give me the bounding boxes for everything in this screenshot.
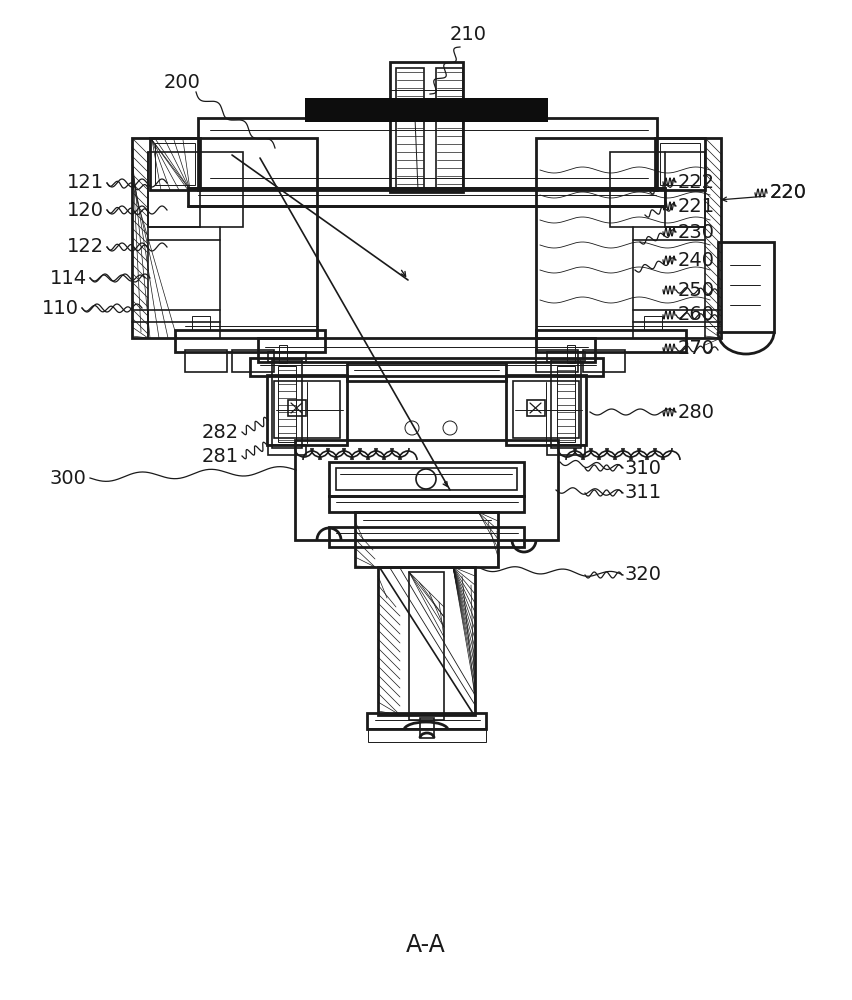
Bar xyxy=(556,366,574,442)
Bar xyxy=(377,567,475,715)
Text: 311: 311 xyxy=(625,484,661,502)
Bar xyxy=(535,138,720,338)
Text: 220: 220 xyxy=(769,182,806,202)
Text: 110: 110 xyxy=(42,298,79,318)
Bar xyxy=(272,360,302,448)
Text: 260: 260 xyxy=(677,306,714,324)
Bar xyxy=(148,152,243,227)
Bar xyxy=(132,138,317,338)
Text: 282: 282 xyxy=(202,422,239,442)
Text: 240: 240 xyxy=(677,250,714,269)
Bar xyxy=(150,138,199,190)
Text: 250: 250 xyxy=(677,280,714,300)
Bar xyxy=(232,350,273,372)
Text: 310: 310 xyxy=(625,458,661,478)
Bar xyxy=(185,350,227,372)
Bar xyxy=(527,400,544,416)
Bar xyxy=(535,350,578,372)
Bar xyxy=(535,330,685,352)
Bar xyxy=(643,316,661,330)
Bar xyxy=(550,360,580,448)
Bar xyxy=(329,462,523,496)
Bar xyxy=(288,400,306,416)
Bar xyxy=(654,138,704,190)
Bar xyxy=(717,242,773,332)
Bar xyxy=(408,572,444,720)
Bar xyxy=(257,338,595,362)
Bar xyxy=(268,352,306,362)
Bar xyxy=(505,375,585,445)
Bar xyxy=(267,375,347,445)
Bar xyxy=(268,445,306,455)
Bar xyxy=(295,440,557,540)
Text: 320: 320 xyxy=(625,566,661,584)
Text: 221: 221 xyxy=(677,196,714,216)
Text: 280: 280 xyxy=(677,402,714,422)
Bar xyxy=(367,728,486,742)
Bar xyxy=(609,152,704,227)
Bar xyxy=(389,62,463,192)
Text: 230: 230 xyxy=(677,223,714,241)
Bar xyxy=(435,68,463,188)
Text: A-A: A-A xyxy=(406,933,446,957)
Bar xyxy=(419,718,434,738)
Text: 281: 281 xyxy=(202,446,239,466)
Text: 121: 121 xyxy=(67,174,104,192)
Bar xyxy=(582,350,625,372)
Bar xyxy=(278,366,296,442)
Bar xyxy=(546,445,584,455)
Text: 222: 222 xyxy=(677,172,714,192)
Text: 122: 122 xyxy=(67,237,104,256)
Text: 270: 270 xyxy=(677,338,714,358)
Bar xyxy=(187,188,665,206)
Bar xyxy=(250,358,602,376)
Bar xyxy=(329,496,523,512)
Bar xyxy=(155,143,195,185)
Bar xyxy=(175,330,325,352)
Bar xyxy=(198,118,656,190)
Text: 114: 114 xyxy=(50,268,87,288)
Bar xyxy=(192,316,210,330)
Bar xyxy=(546,352,584,362)
Bar xyxy=(395,68,423,188)
Bar xyxy=(279,345,286,363)
Text: 210: 210 xyxy=(449,25,486,44)
Bar xyxy=(329,527,523,547)
Text: 300: 300 xyxy=(50,468,87,488)
Bar xyxy=(354,512,498,567)
Bar xyxy=(273,381,340,438)
Bar xyxy=(512,381,579,438)
Text: 120: 120 xyxy=(67,200,104,220)
Bar xyxy=(366,713,486,729)
Bar xyxy=(567,345,574,363)
Text: 220: 220 xyxy=(769,184,806,202)
Text: 200: 200 xyxy=(164,73,200,92)
Bar xyxy=(305,98,547,122)
Bar xyxy=(659,143,699,185)
Bar xyxy=(336,468,516,490)
Bar xyxy=(347,363,505,381)
